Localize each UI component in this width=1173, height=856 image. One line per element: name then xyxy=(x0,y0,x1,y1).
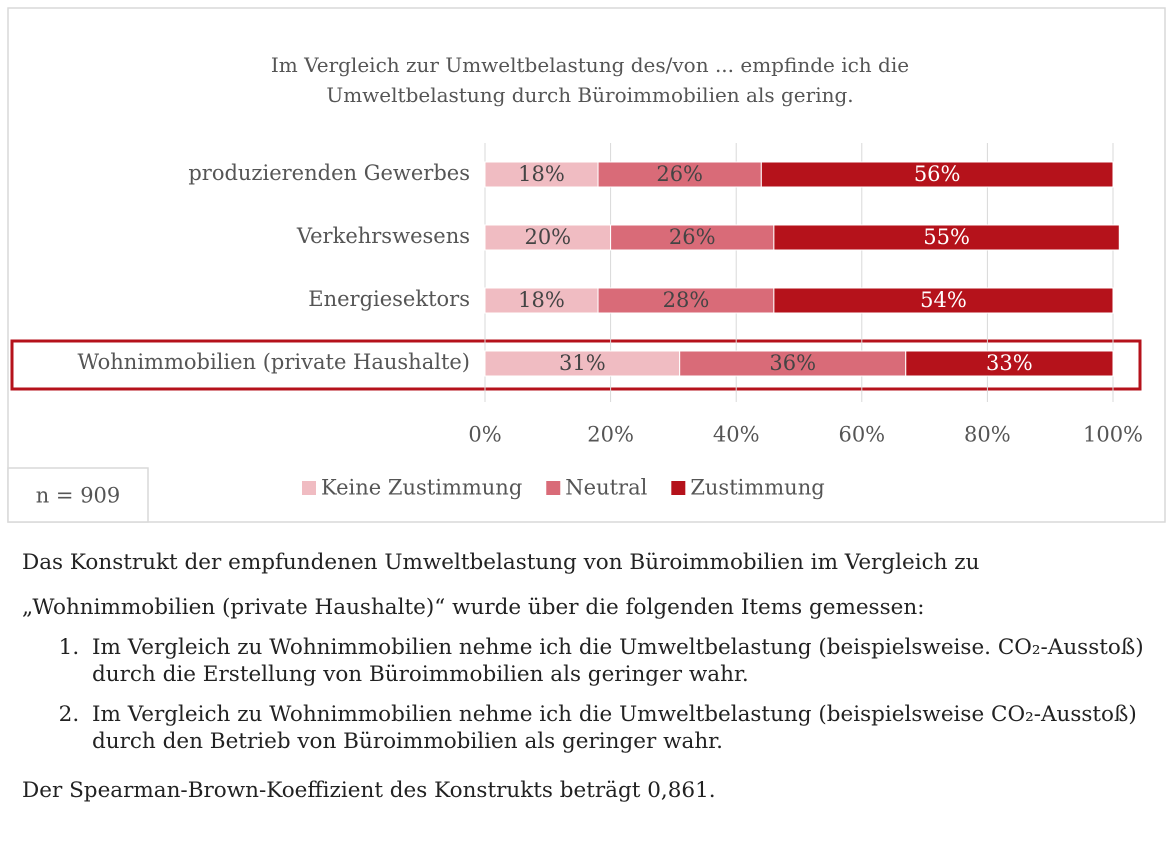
item: Im Vergleich zu Wohnimmobilien nehme ich… xyxy=(86,634,1162,688)
note: n = 909 xyxy=(36,484,121,508)
data-label: 54% xyxy=(920,288,967,312)
x-tick-label: 0% xyxy=(468,423,501,447)
legend-label: Neutral xyxy=(565,476,647,500)
bar-segment xyxy=(484,224,612,251)
data-label: 33% xyxy=(986,351,1033,375)
bar-segment xyxy=(597,287,775,314)
bar-segment xyxy=(773,224,1120,251)
bar-segment xyxy=(484,287,599,314)
legend-label: Zustimmung xyxy=(690,476,824,500)
data-label: 56% xyxy=(914,162,961,186)
chart-frame xyxy=(7,7,1166,523)
x-tick-label: 40% xyxy=(713,423,760,447)
document: Das Konstrukt der empfundenen Umweltbela… xyxy=(22,540,1162,813)
legend-swatch xyxy=(302,481,316,495)
bar-segment xyxy=(773,287,1114,314)
y-tick-label: Wohnimmobilien (private Haushalte) xyxy=(77,350,470,374)
data-label: 26% xyxy=(669,225,716,249)
x-tick-label: 20% xyxy=(587,423,634,447)
highlight-box xyxy=(10,339,1142,391)
item-list: Im Vergleich zu Wohnimmobilien nehme ich… xyxy=(22,634,1162,755)
bar-segment xyxy=(484,161,599,188)
data-label: 18% xyxy=(518,288,565,312)
conclusion: Der Spearman-Brown-Koeffizient des Konst… xyxy=(22,778,716,803)
x-tick-label: 80% xyxy=(964,423,1011,447)
bar-segment xyxy=(610,224,775,251)
bar-segment xyxy=(597,161,762,188)
y-tick-label: produzierenden Gewerbes xyxy=(188,161,470,185)
bar-segment xyxy=(679,350,907,377)
bar-segment xyxy=(484,350,681,377)
data-label: 18% xyxy=(518,162,565,186)
paragraph: Das Konstrukt der empfundenen Umweltbela… xyxy=(22,550,980,620)
x-tick-label: 100% xyxy=(1083,423,1143,447)
legend-swatch xyxy=(671,481,686,495)
data-label: 28% xyxy=(663,288,710,312)
data-label: 55% xyxy=(923,225,970,249)
bar-segment xyxy=(760,161,1114,188)
data-label: 26% xyxy=(656,162,703,186)
legend-swatch xyxy=(546,481,561,495)
y-tick-label: Energiesektors xyxy=(308,287,470,311)
legend-label: Keine Zustimmung xyxy=(321,476,522,500)
data-label: 36% xyxy=(769,351,816,375)
item: Im Vergleich zu Wohnimmobilien nehme ich… xyxy=(86,701,1162,755)
chart-title: Im Vergleich zur Umweltbelastung des/von… xyxy=(270,53,910,107)
y-tick-label: Verkehrswesens xyxy=(296,224,470,248)
note-box xyxy=(7,467,149,523)
data-label: 31% xyxy=(559,351,606,375)
chart: n = 909 0% 20% 40% 60% 80% 100% produzierenden… xyxy=(7,7,1166,523)
bar-segment xyxy=(905,350,1114,377)
data-label: 20% xyxy=(524,225,571,249)
x-tick-label: 60% xyxy=(838,423,885,447)
